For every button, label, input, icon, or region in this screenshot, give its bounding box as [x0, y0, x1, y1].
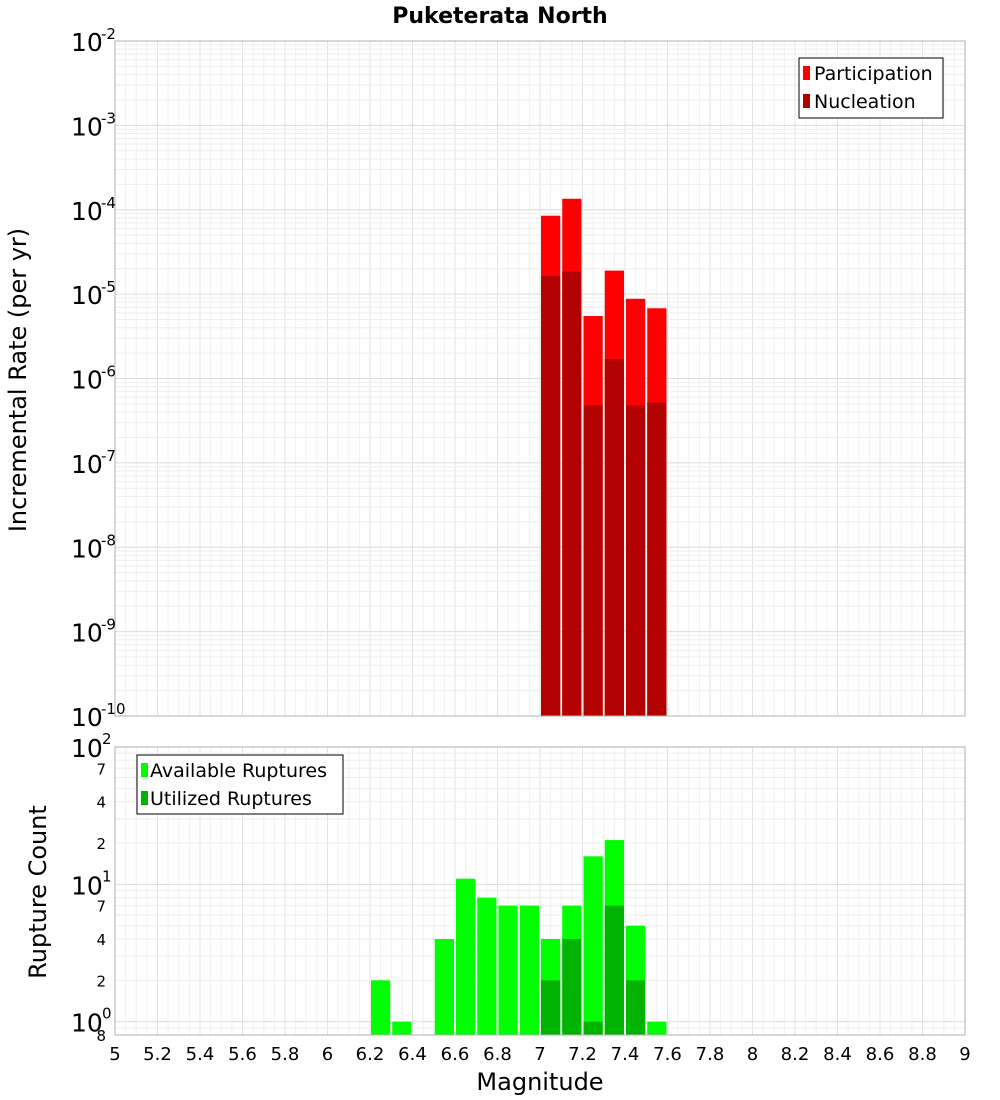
bottom-y-tick-label-exponent: 1: [102, 867, 112, 885]
bottom-y-minor-tick-label: 2: [96, 972, 106, 990]
top-bar-b: [604, 359, 624, 716]
top-y-tick-label-base: 10: [71, 703, 103, 732]
top-y-tick-label-exponent: -7: [101, 447, 116, 465]
top-y-tick-label-base: 10: [71, 112, 103, 141]
top-y-tick-label-exponent: -3: [101, 109, 116, 127]
bottom-y-minor-tick-label: 4: [96, 794, 106, 812]
top-y-tick-label-base: 10: [71, 450, 103, 479]
bottom-bar-a: [392, 1021, 412, 1035]
top-y-axis-label: Incremental Rate (per yr): [4, 228, 32, 532]
top-bar-b: [541, 275, 561, 716]
top-y-tick-label-exponent: -10: [101, 700, 126, 718]
bottom-bar-b: [583, 1021, 603, 1035]
bottom-bar-a: [647, 1021, 667, 1035]
bottom-bars: [371, 840, 667, 1035]
x-tick-label: 5.4: [186, 1044, 215, 1065]
top-y-tick-label-exponent: -6: [101, 363, 116, 381]
top-y-tick-label-exponent: -4: [101, 194, 116, 212]
bottom-y-axis-label: Rupture Count: [24, 805, 52, 979]
top-bar-b: [583, 405, 603, 716]
top-y-tick-label-exponent: -9: [101, 616, 116, 634]
bottom-bar-b: [562, 939, 582, 1035]
bottom-plot-border: [114, 746, 966, 1036]
x-tick-label: 8.6: [866, 1044, 895, 1065]
top-bar-b: [626, 405, 646, 716]
top-y-tick-label-exponent: -8: [101, 531, 116, 549]
bottom-y-tick-label-base: 10: [71, 871, 103, 900]
top-legend: Participation Nucleation: [798, 57, 944, 119]
top-y-tick-label-base: 10: [71, 197, 103, 226]
bottom-bar-a: [583, 856, 603, 1035]
top-bar-b: [562, 271, 582, 716]
x-tick-label: 8.8: [908, 1044, 937, 1065]
bottom-bar-b: [604, 905, 624, 1035]
legend-label-utilized-ruptures: Utilized Ruptures: [150, 788, 312, 810]
bottom-bar-b: [626, 980, 646, 1035]
bottom-y-tick-label-base: 10: [71, 1009, 103, 1038]
legend-swatch-utilized-ruptures: [141, 791, 148, 805]
x-tick-label: 8: [747, 1044, 758, 1065]
x-tick-label: 6: [322, 1044, 333, 1065]
x-axis-label: Magnitude: [476, 1068, 603, 1096]
bottom-bar-a: [434, 939, 454, 1035]
x-tick-label: 5.6: [228, 1044, 257, 1065]
x-tick-label: 8.2: [781, 1044, 810, 1065]
x-tick-label: 5.8: [271, 1044, 300, 1065]
bottom-y-minor-tick-label: 7: [96, 898, 106, 916]
bottom-y-minor-tick-label: 8: [96, 1027, 106, 1045]
x-tick-label: 7.8: [696, 1044, 725, 1065]
top-bars: [541, 198, 667, 717]
bottom-legend: Available Ruptures Utilized Ruptures: [136, 754, 344, 815]
bottom-y-minor-tick-label: 4: [96, 931, 106, 949]
top-y-tick-label-exponent: -5: [101, 278, 116, 296]
bottom-bar-a: [477, 897, 497, 1035]
top-plot-border: [114, 40, 966, 717]
x-tick-label: 6.4: [398, 1044, 427, 1065]
bottom-bar-b: [541, 980, 561, 1035]
bottom-y-tick-label-exponent: 0: [102, 1005, 112, 1023]
legend-swatch-available-ruptures: [141, 763, 148, 777]
top-y-tick-label-base: 10: [71, 28, 103, 57]
top-bar-b: [647, 402, 667, 716]
legend-swatch-participation: [803, 66, 810, 80]
top-y-tick-labels: 10-210-310-410-510-610-710-810-910-10: [71, 25, 126, 732]
bottom-legend-box: [136, 754, 344, 815]
bottom-bar-a: [519, 905, 539, 1035]
legend-label-available-ruptures: Available Ruptures: [150, 760, 327, 782]
bottom-y-tick-label-exponent: 2: [102, 730, 112, 748]
bottom-bar-a: [371, 980, 391, 1035]
x-tick-label: 7.2: [568, 1044, 597, 1065]
bottom-y-tick-label-base: 10: [71, 734, 103, 763]
x-tick-label: 5: [109, 1044, 120, 1065]
x-tick-label: 5.2: [143, 1044, 172, 1065]
chart-title: Puketerata North: [392, 4, 607, 29]
x-tick-label: 6.2: [356, 1044, 385, 1065]
x-tick-labels: 5 5.2 5.4 5.6 5.8 6 6.2 6.4 6.6 6.8 7 7.2 7.4 7.6 7.8 8…: [109, 1044, 970, 1065]
top-y-tick-label-base: 10: [71, 534, 103, 563]
legend-label-participation: Participation: [814, 63, 933, 85]
top-legend-box: [798, 57, 944, 119]
top-y-tick-label-base: 10: [71, 281, 103, 310]
x-tick-label: 7.4: [611, 1044, 640, 1065]
bottom-bar-a: [498, 905, 518, 1035]
legend-swatch-nucleation: [803, 94, 810, 108]
top-grid: [114, 40, 966, 717]
x-tick-label: 6.8: [483, 1044, 512, 1065]
top-plot-panel: 10-210-310-410-510-610-710-810-910-10: [71, 25, 966, 732]
top-y-tick-label-base: 10: [71, 366, 103, 395]
bottom-bar-a: [456, 878, 476, 1035]
x-tick-label: 7.6: [653, 1044, 682, 1065]
bottom-y-minor-tick-label: 7: [96, 760, 106, 778]
x-tick-label: 7: [534, 1044, 545, 1065]
x-tick-label: 6.6: [441, 1044, 470, 1065]
legend-label-nucleation: Nucleation: [814, 91, 916, 113]
x-tick-label: 8.4: [823, 1044, 852, 1065]
top-y-tick-label-exponent: -2: [101, 25, 116, 43]
x-tick-label: 9: [959, 1044, 970, 1065]
bottom-y-minor-tick-label: 2: [96, 835, 106, 853]
top-y-tick-label-base: 10: [71, 619, 103, 648]
